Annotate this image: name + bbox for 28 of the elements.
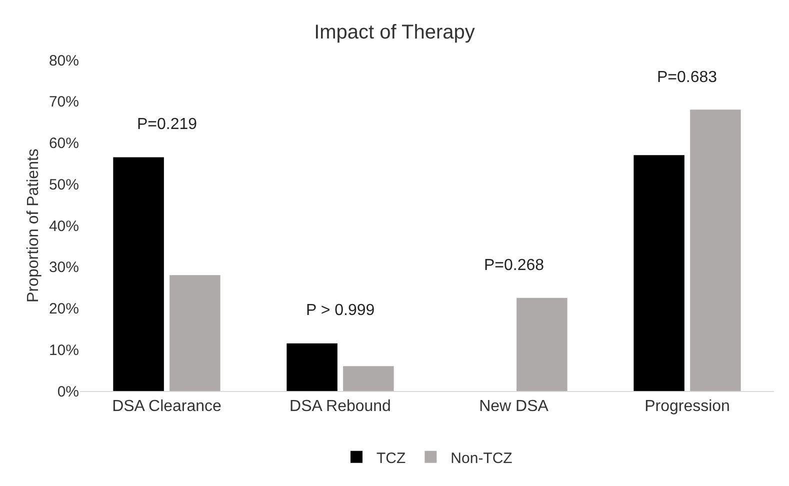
annotation: P=0.268 — [484, 257, 544, 274]
x-tick-label: DSA Clearance — [112, 398, 222, 416]
y-tick-label: 50% — [48, 176, 79, 194]
y-tick-label: 60% — [48, 135, 79, 152]
x-tick-label: DSA Rebound — [290, 398, 391, 416]
bar — [343, 366, 394, 391]
y-tick-label: 80% — [48, 52, 79, 70]
bar — [516, 298, 568, 391]
x-tick-label: New DSA — [479, 398, 549, 416]
x-tick-label: Progression — [644, 398, 730, 416]
bar — [113, 157, 164, 391]
bar — [170, 275, 220, 391]
y-tick-label: 30% — [48, 259, 79, 276]
chart-title: Impact of Therapy — [314, 21, 475, 44]
legend-label: TCZ — [376, 450, 406, 467]
y-tick-label: 40% — [48, 218, 79, 235]
bar — [634, 155, 684, 391]
y-tick-label: 20% — [48, 300, 79, 318]
annotation: P=0.219 — [137, 116, 198, 133]
legend-label: Non-TCZ — [450, 450, 512, 467]
annotation: P=0.683 — [657, 69, 718, 86]
y-tick-label: 10% — [48, 342, 79, 359]
y-axis-title: Proportion of Patients — [25, 148, 42, 302]
annotation: P > 0.999 — [306, 302, 375, 319]
bar — [286, 343, 338, 391]
y-tick-label: 70% — [48, 94, 79, 111]
bar — [690, 110, 741, 391]
y-tick-label: 0% — [57, 383, 79, 400]
